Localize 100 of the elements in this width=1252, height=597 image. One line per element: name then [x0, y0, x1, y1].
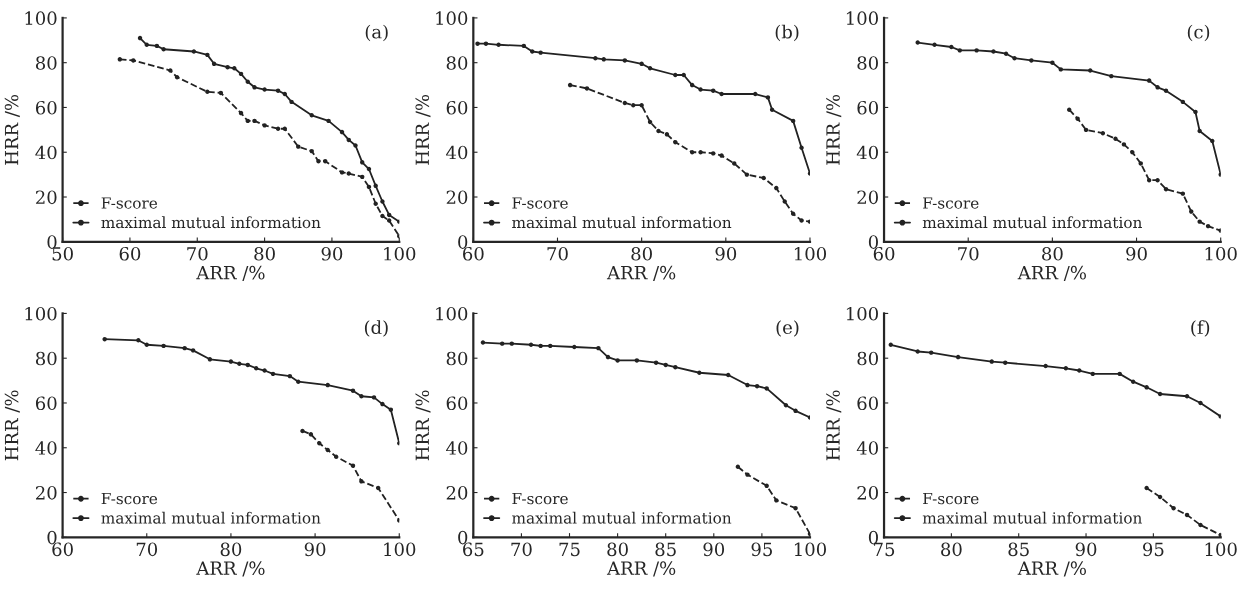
y-tick-label: 20 [446, 190, 468, 205]
point [698, 87, 703, 92]
y-tick-label: 40 [35, 441, 57, 455]
point [596, 345, 601, 351]
x-tick-label: 85 [1008, 542, 1029, 557]
point [1012, 55, 1017, 61]
x-tick-label: 100 [384, 542, 416, 557]
x-axis-title: ARR /% [1017, 265, 1086, 281]
point [131, 58, 136, 63]
point [1184, 512, 1190, 518]
point [631, 103, 636, 108]
point [326, 118, 331, 124]
y-tick-label: 60 [857, 100, 878, 115]
y-tick-label: 100 [436, 11, 468, 26]
x-tick-label: 100 [384, 246, 416, 261]
point [496, 42, 501, 47]
point [782, 199, 787, 204]
x-tick-label: 90 [703, 542, 725, 557]
point [915, 349, 920, 354]
point [475, 41, 480, 46]
point [765, 95, 771, 100]
y-tick-label: 100 [25, 306, 57, 321]
point [262, 123, 267, 128]
point [745, 382, 750, 388]
y-tick-label: 80 [446, 351, 468, 366]
y-tick-label: 0 [458, 235, 468, 249]
y-tick-label: 60 [35, 100, 57, 115]
point [317, 441, 322, 446]
point [1029, 58, 1034, 63]
point [1050, 60, 1055, 65]
point [1058, 67, 1064, 72]
y-tick-label: 80 [35, 351, 57, 366]
point [710, 88, 716, 93]
point [1043, 363, 1048, 369]
point [793, 505, 798, 511]
x-tick-label: 80 [220, 542, 242, 557]
y-axis-title: HRR /% [826, 390, 842, 461]
point [300, 428, 305, 434]
point [1100, 130, 1106, 136]
x-axis-title: ARR /% [1017, 561, 1086, 577]
point [1146, 78, 1152, 83]
point [322, 158, 328, 164]
point [154, 43, 160, 49]
y-tick-label: 80 [857, 351, 878, 366]
x-tick-label: 90 [304, 542, 326, 557]
point [168, 68, 173, 73]
point [1180, 191, 1186, 196]
point [228, 359, 234, 364]
annotation: (e) [776, 320, 799, 337]
point [567, 82, 573, 88]
point [584, 86, 590, 91]
point [161, 343, 166, 349]
point [689, 82, 695, 88]
point [1155, 178, 1160, 183]
y-axis-title: HRR /% [826, 94, 842, 165]
legend-label: F-score [923, 492, 979, 505]
point [205, 89, 210, 95]
point [238, 110, 244, 116]
point [698, 150, 703, 155]
annotation: (f) [1191, 320, 1210, 337]
y-tick-label: 100 [25, 11, 57, 26]
x-tick-label: 60 [119, 246, 141, 261]
annotation: (b) [775, 24, 799, 42]
point [137, 35, 143, 41]
point [1193, 109, 1198, 115]
point [480, 340, 486, 345]
y-axis-title: HRR /% [4, 94, 20, 165]
point [1157, 494, 1163, 500]
point [793, 408, 798, 414]
annotation: (c) [1187, 24, 1210, 42]
x-tick-label: 100 [1205, 246, 1237, 261]
point [366, 166, 372, 172]
x-tick-label: 95 [1143, 542, 1164, 557]
y-tick-label: 0 [868, 235, 878, 249]
point [191, 49, 197, 54]
point [1077, 368, 1082, 373]
y-tick-label: 20 [446, 485, 468, 500]
point [989, 359, 994, 364]
point [647, 119, 653, 125]
point [136, 338, 141, 343]
point [1198, 522, 1203, 528]
point [296, 144, 301, 149]
point [530, 49, 535, 54]
point [719, 153, 724, 158]
point [359, 394, 364, 399]
x-tick-label: 95 [751, 542, 772, 557]
x-tick-label: 90 [321, 246, 343, 261]
point [615, 358, 620, 363]
point [1157, 391, 1163, 397]
y-tick-label: 40 [856, 145, 878, 160]
point [1138, 161, 1143, 166]
x-tick-label: 80 [607, 542, 628, 557]
point [764, 386, 769, 391]
point [1113, 136, 1118, 142]
point [622, 58, 628, 63]
point [1075, 116, 1080, 121]
point [634, 358, 640, 363]
point [1088, 68, 1093, 73]
point [346, 171, 351, 176]
point [957, 48, 963, 53]
